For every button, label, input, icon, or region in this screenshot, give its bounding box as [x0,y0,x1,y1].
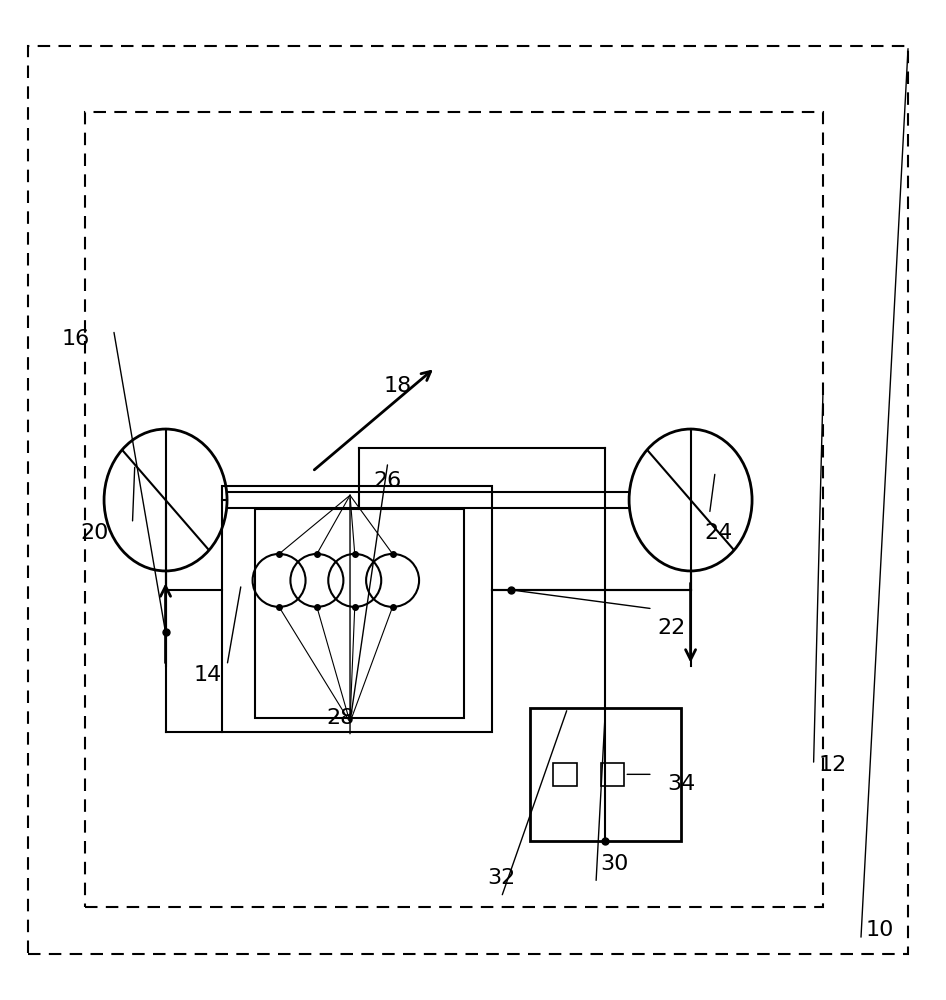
Text: 24: 24 [705,523,733,543]
Text: 30: 30 [601,854,629,874]
Text: 14: 14 [194,665,222,685]
Text: 26: 26 [374,471,402,491]
Text: 34: 34 [667,774,695,794]
Text: 28: 28 [326,708,355,728]
Text: 10: 10 [866,920,894,940]
Text: 20: 20 [80,523,109,543]
Text: 22: 22 [657,618,686,638]
Text: 12: 12 [818,755,847,775]
Text: 18: 18 [383,376,412,396]
Text: 32: 32 [487,868,516,888]
Text: 16: 16 [61,329,90,349]
